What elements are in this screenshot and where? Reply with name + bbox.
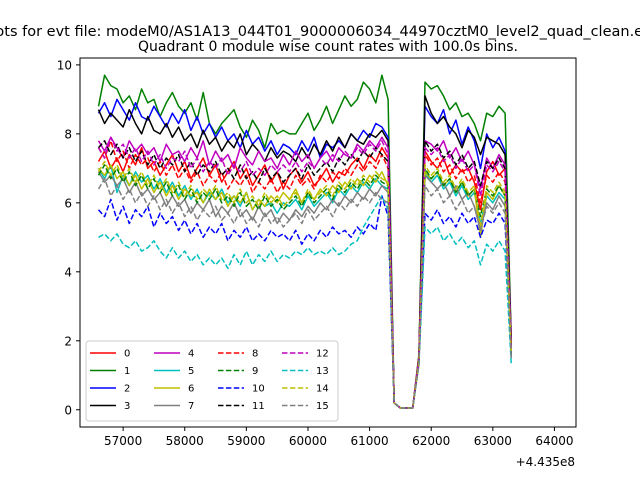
series-line-11 [97,140,513,409]
series-line-13 [98,195,513,409]
legend-label-0: 0 [124,349,130,360]
x-tick-label: 63000 [474,434,512,448]
legend-label-9: 9 [252,366,258,377]
x-tick-label: 60000 [289,434,327,448]
series-line-8 [97,140,513,409]
y-tick-label: 6 [64,196,72,210]
x-offset-label: +4.435e8 [516,455,575,469]
legend-label-13: 13 [316,366,329,377]
y-tick-label: 4 [64,265,72,279]
legend-label-10: 10 [252,384,265,395]
legend-label-12: 12 [316,349,329,360]
legend-label-6: 6 [188,384,194,395]
legend-label-11: 11 [252,401,265,412]
legend-label-1: 1 [124,366,130,377]
series-line-5 [97,164,513,409]
y-tick-label: 8 [64,127,72,141]
series-line-7 [97,171,513,409]
series-layer [97,74,513,409]
x-tick-label: 62000 [412,434,450,448]
legend-label-7: 7 [188,401,194,412]
legend-label-2: 2 [124,384,130,395]
legend-box [85,340,339,422]
series-line-3 [97,95,513,409]
legend-label-8: 8 [252,349,258,360]
series-line-1 [97,74,513,409]
legend-label-15: 15 [316,401,329,412]
plot-frame [79,57,577,428]
legend-label-5: 5 [188,366,194,377]
chart-title: Quadrant 0 module wise count rates with … [138,39,518,55]
x-tick-label: 57000 [104,434,142,448]
series-line-4 [97,136,513,409]
x-axis: 57000 58000 59000 60000 61000 62000 63000 64000 [104,427,574,448]
legend-label-4: 4 [188,349,194,360]
y-tick-label: 2 [64,334,72,348]
x-tick-label: 64000 [535,434,573,448]
legend-label-14: 14 [316,384,329,395]
x-tick-label: 58000 [166,434,204,448]
y-axis: 0 2 4 6 8 10 [57,58,80,417]
y-tick-label: 10 [57,58,72,72]
series-line-12 [97,136,513,409]
x-tick-label: 59000 [227,434,265,448]
figure-suptitle: Plots for evt file: modeM0/AS1A13_044T01… [0,24,640,40]
series-line-15 [97,177,513,409]
x-tick-label: 61000 [350,434,388,448]
y-tick-label: 0 [64,403,72,417]
series-line-10 [97,195,513,409]
legend-label-3: 3 [124,401,130,412]
